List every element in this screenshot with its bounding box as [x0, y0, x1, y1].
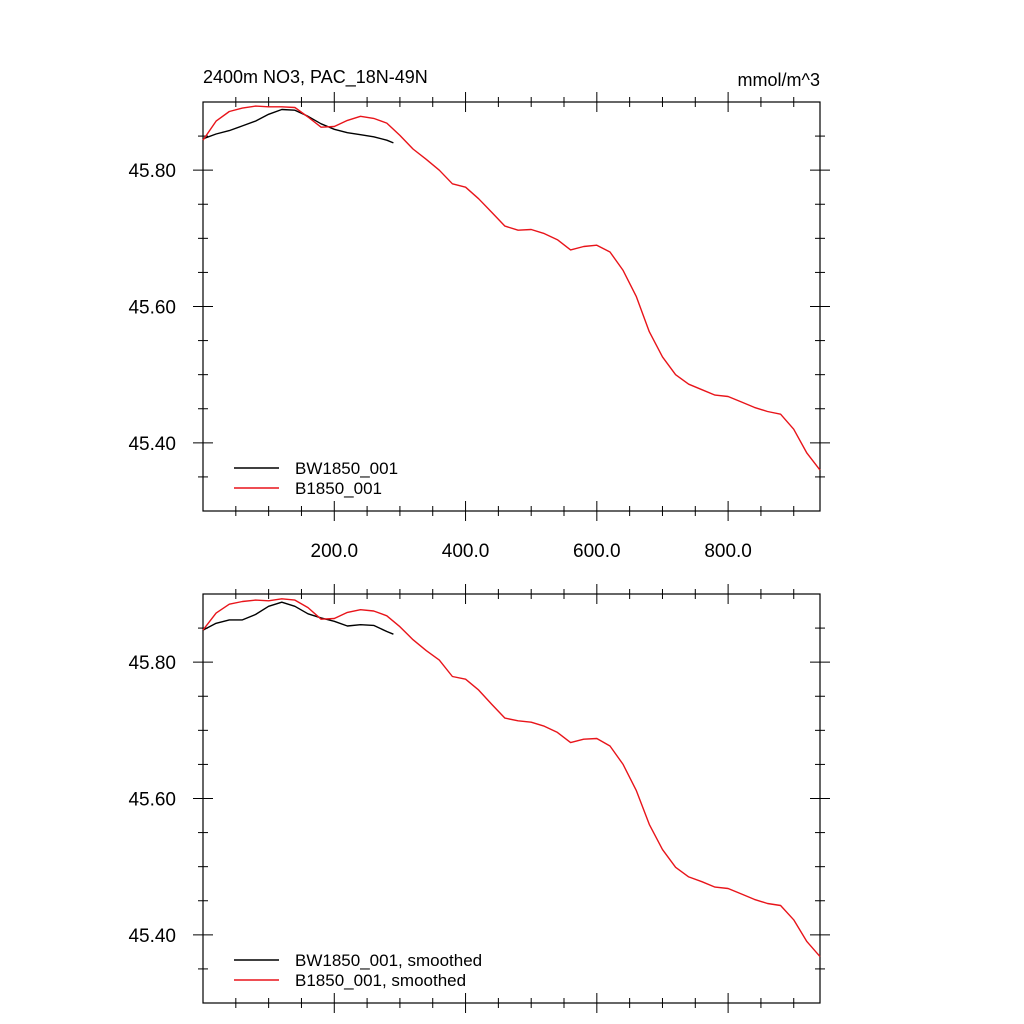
x-tick-label: 400.0	[442, 541, 490, 562]
top-plot-frame	[202, 101, 821, 512]
top-panel-units: mmol/m^3	[738, 70, 820, 90]
series-line-bw1850	[202, 601, 394, 635]
series-line-b1850	[202, 598, 821, 958]
legend-label: B1850_001	[295, 479, 382, 498]
top-panel: 2400m NO3, PAC_18N-49N mmol/m^3 45.4045.…	[128, 67, 830, 562]
bottom-series-group	[202, 598, 821, 958]
bottom-panel: 45.40 45.60 45.80 BW1850_001, smoothedB185…	[128, 584, 830, 1013]
legend-label: BW1850_001	[295, 459, 398, 478]
y-tick-label: 45.60	[128, 790, 176, 811]
top-axis-tick-labels: 45.40 45.60 45.80 200.0 400.0 600.0 800.0	[128, 161, 751, 562]
series-line-b1850	[202, 105, 821, 471]
y-tick-label: 45.60	[128, 298, 176, 319]
legend-label: BW1850_001, smoothed	[295, 951, 482, 970]
x-tick-label: 200.0	[311, 541, 359, 562]
y-tick-label: 45.80	[128, 161, 176, 182]
x-tick-label: 600.0	[573, 541, 621, 562]
bottom-axis-tick-labels: 45.40 45.60 45.80	[128, 653, 176, 947]
y-tick-label: 45.80	[128, 653, 176, 674]
top-axis-ticks	[193, 92, 830, 521]
y-tick-label: 45.40	[128, 434, 176, 455]
series-line-bw1850	[202, 108, 394, 144]
bottom-axis-ticks	[193, 584, 830, 1013]
y-tick-label: 45.40	[128, 926, 176, 947]
legend-label: B1850_001, smoothed	[295, 971, 466, 990]
top-panel-title: 2400m NO3, PAC_18N-49N	[203, 67, 428, 88]
bottom-plot-frame	[202, 593, 821, 1004]
x-tick-label: 800.0	[704, 541, 752, 562]
top-series-group	[202, 105, 821, 471]
